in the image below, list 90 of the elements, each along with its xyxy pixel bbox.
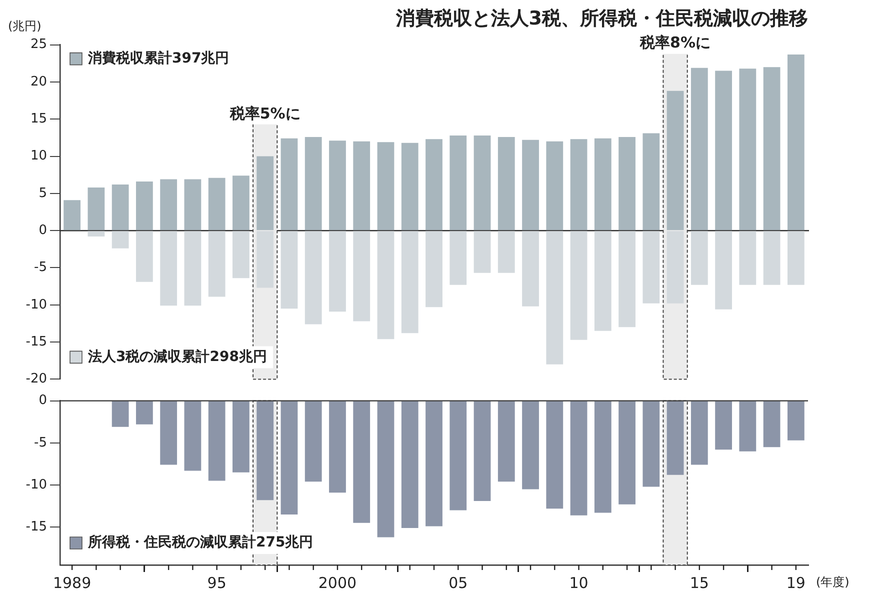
x-tick-label: 1989	[52, 574, 92, 592]
bar	[739, 231, 756, 285]
y-tick-label: 5	[38, 186, 47, 201]
bar	[377, 231, 394, 340]
bar	[64, 200, 81, 230]
bar	[666, 231, 684, 304]
bar	[426, 231, 442, 308]
y-tick-label: -5	[34, 260, 47, 276]
bar	[690, 68, 708, 230]
x-tick-label: 05	[448, 574, 468, 592]
bar	[570, 231, 588, 340]
bar	[112, 184, 129, 230]
bar	[546, 231, 564, 364]
bar	[184, 179, 202, 230]
y-tick-label: -15	[26, 334, 47, 350]
x-axis-title: (年度)	[816, 575, 850, 590]
bar	[763, 67, 780, 230]
y-tick-label: 25	[30, 37, 47, 52]
bar	[208, 231, 226, 297]
bar	[304, 231, 322, 324]
bar	[329, 231, 346, 312]
bar	[642, 133, 660, 230]
bar	[304, 136, 322, 230]
bar	[112, 231, 129, 248]
bar	[594, 231, 612, 331]
y-tick-label: -15	[26, 519, 47, 534]
band-label: 税率8%に	[639, 34, 711, 52]
y-tick-label: -20	[26, 372, 47, 387]
chart-title: 消費税収と法人3税、所得税・住民税減収の推移	[394, 7, 808, 30]
bar	[787, 54, 804, 230]
bar	[136, 231, 153, 282]
legend-label: 消費税収累計397兆円	[87, 49, 230, 66]
bar	[377, 142, 394, 230]
y-axis-title: (兆円)	[8, 18, 42, 33]
bar	[88, 187, 105, 230]
bar	[280, 138, 298, 230]
bar	[498, 136, 515, 230]
bar	[280, 231, 298, 309]
bar	[618, 136, 636, 230]
bar	[498, 231, 515, 273]
bar	[474, 135, 491, 230]
x-tick-label: 95	[207, 574, 226, 592]
bar	[401, 142, 418, 230]
bar	[450, 135, 467, 230]
bar	[570, 139, 588, 230]
bar	[256, 156, 274, 230]
band-label: 税率5%に	[228, 104, 300, 122]
bar	[763, 231, 780, 285]
bar	[546, 141, 564, 230]
bar	[690, 231, 708, 285]
bar	[715, 70, 732, 230]
bar	[522, 231, 539, 306]
bar	[739, 68, 756, 230]
x-tick-label: 2000	[318, 574, 357, 592]
y-tick-label: 0	[38, 222, 47, 238]
bar	[426, 139, 442, 230]
y-tick-label: 20	[30, 74, 47, 90]
bar	[353, 141, 370, 230]
bar	[715, 231, 732, 310]
bar	[256, 231, 274, 288]
bar	[232, 231, 250, 278]
y-tick-label: 0	[38, 393, 47, 408]
x-tick-label: 10	[569, 574, 588, 592]
x-tick-label: 15	[690, 574, 709, 592]
bar	[208, 178, 226, 230]
y-tick-label: -10	[26, 297, 47, 312]
bar	[450, 231, 467, 285]
y-tick-label: 15	[30, 111, 47, 126]
bar	[522, 140, 539, 230]
bar	[88, 231, 105, 237]
bar	[353, 231, 370, 322]
bar	[232, 176, 250, 230]
bar	[594, 138, 612, 230]
bar	[666, 90, 684, 230]
bar	[329, 140, 346, 230]
bar	[401, 231, 418, 334]
bar	[136, 182, 153, 230]
y-tick-label: 10	[30, 148, 47, 164]
y-tick-label: -5	[34, 435, 47, 450]
bar	[787, 231, 804, 285]
x-tick-label: 19	[786, 574, 806, 592]
y-tick-label: -10	[26, 477, 47, 492]
bar	[160, 179, 178, 230]
bar	[160, 231, 178, 306]
legend-label: 法人3税の減収累計298兆円	[87, 348, 267, 365]
bar	[184, 231, 202, 306]
legend-label: 所得税・住民税の減収累計275兆円	[87, 534, 314, 551]
bar	[642, 231, 660, 304]
bar	[618, 231, 636, 328]
bar	[474, 231, 491, 273]
